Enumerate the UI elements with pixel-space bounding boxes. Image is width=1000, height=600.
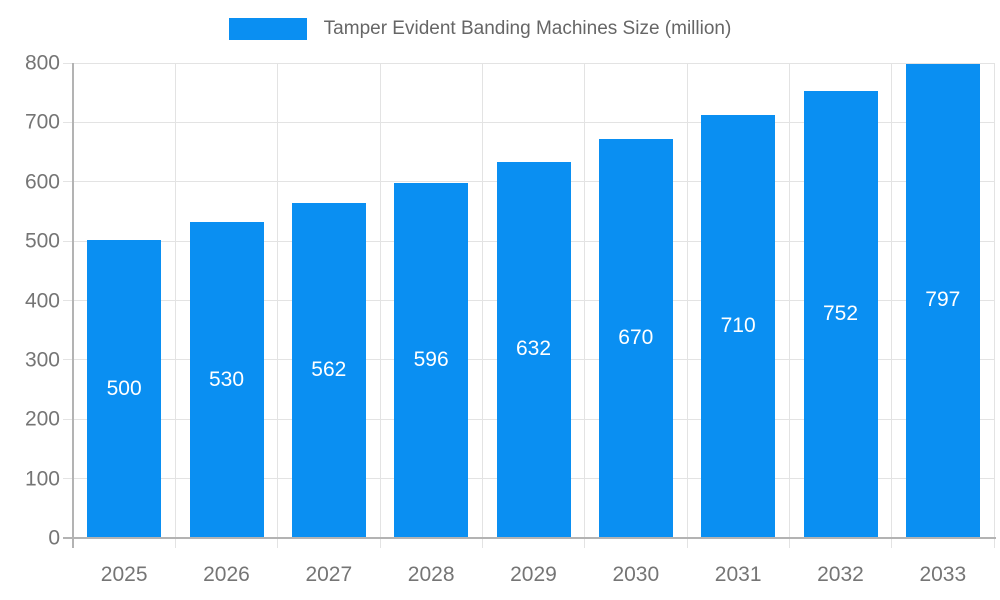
plot-area: 0 100 200 300 400 500 600 700 800 500 2025 530 2026 5… (25, 53, 996, 586)
bar-value-label: 670 (618, 326, 654, 350)
bar[interactable]: 596 (394, 183, 469, 537)
legend-label: Tamper Evident Banding Machines Size (mi… (323, 18, 732, 39)
v-gridline (584, 63, 586, 548)
y-tick-label: 100 (24, 467, 60, 491)
bar-value-label: 500 (106, 376, 142, 400)
bar-value-label: 632 (515, 337, 552, 361)
bar-value-label: 562 (311, 358, 347, 382)
bar[interactable]: 752 (803, 90, 878, 537)
y-tick-label: 800 (24, 51, 60, 75)
legend[interactable]: Tamper Evident Banding Machines Size (mi… (0, 18, 960, 40)
bar[interactable]: 797 (905, 63, 980, 537)
h-gridline (63, 121, 994, 123)
bar-value-label: 596 (413, 348, 449, 372)
x-tick-label: 2032 (817, 563, 864, 586)
v-gridline (788, 63, 790, 548)
v-gridline (686, 63, 688, 548)
x-tick-label: 2027 (305, 563, 353, 586)
x-tick-label: 2029 (510, 563, 557, 586)
v-gridline (891, 63, 893, 548)
y-tick-label: 600 (24, 170, 60, 194)
v-gridline (379, 63, 381, 548)
x-tick-label: 2025 (100, 563, 148, 586)
bar-value-label: 710 (720, 314, 756, 338)
x-axis-line (63, 537, 996, 539)
x-tick-label: 2030 (612, 563, 660, 586)
v-gridline (993, 63, 995, 548)
legend-swatch-icon (228, 18, 307, 40)
v-gridline (174, 63, 176, 548)
y-axis-line (72, 63, 74, 548)
bar[interactable]: 562 (291, 203, 366, 537)
bar[interactable]: 500 (87, 240, 162, 537)
y-tick-label: 400 (24, 289, 60, 312)
x-tick-label: 2031 (714, 563, 762, 586)
bar-value-label: 530 (208, 367, 245, 391)
y-tick-label: 700 (24, 110, 60, 134)
x-tick-label: 2028 (407, 563, 455, 586)
bar[interactable]: 670 (598, 139, 673, 537)
bar[interactable]: 530 (189, 222, 264, 537)
y-tick-label: 300 (24, 348, 60, 372)
x-tick-label: 2033 (919, 563, 967, 586)
y-tick-label: 0 (48, 526, 60, 550)
bar[interactable]: 632 (496, 161, 571, 537)
x-tick-label: 2026 (203, 563, 250, 586)
y-tick-label: 500 (24, 229, 60, 253)
bar[interactable]: 710 (701, 115, 776, 537)
bar-value-label: 752 (822, 301, 859, 325)
v-gridline (481, 63, 483, 548)
v-gridline (277, 63, 279, 548)
bar-value-label: 797 (925, 288, 961, 312)
h-gridline (63, 62, 994, 64)
y-tick-label: 200 (24, 407, 60, 431)
